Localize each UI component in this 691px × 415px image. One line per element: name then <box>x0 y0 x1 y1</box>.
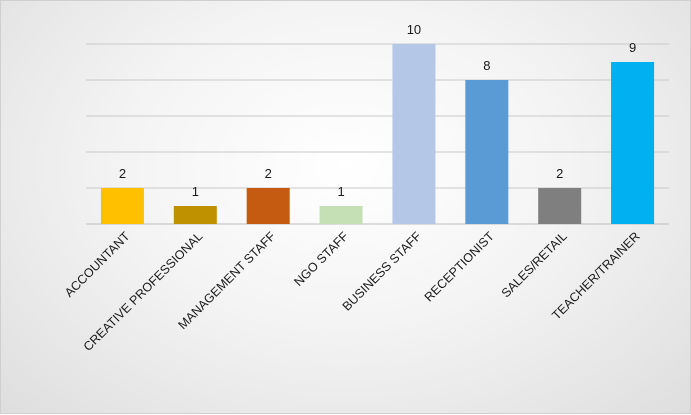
x-tick-label-sales-retail: SALES/RETAIL <box>499 229 570 300</box>
data-label-teacher-trainer: 9 <box>629 40 636 55</box>
x-tick-label-receptionist: RECEPTIONIST <box>422 229 497 304</box>
data-label-receptionist: 8 <box>483 58 490 73</box>
bar-sales-retail <box>538 188 582 224</box>
data-label-creative-professional: 1 <box>192 184 199 199</box>
x-tick-label-ngo-staff: NGO STAFF <box>291 229 351 289</box>
bar-business-staff <box>392 44 436 224</box>
bar-receptionist <box>465 80 509 224</box>
x-tick-label-accountant: ACCOUNTANT <box>62 229 133 300</box>
bar-ngo-staff <box>319 206 363 224</box>
data-label-accountant: 2 <box>119 166 126 181</box>
gridlines <box>86 43 669 225</box>
data-label-ngo-staff: 1 <box>337 184 344 199</box>
bar-accountant <box>100 188 144 224</box>
bars <box>100 44 655 224</box>
data-label-management-staff: 2 <box>265 166 272 181</box>
bar-teacher-trainer <box>611 62 655 224</box>
data-label-business-staff: 10 <box>407 22 421 37</box>
bar-management-staff <box>246 188 290 224</box>
data-label-sales-retail: 2 <box>556 166 563 181</box>
x-tick-label-business-staff: BUSINESS STAFF <box>340 229 425 314</box>
bar-creative-professional <box>173 206 217 224</box>
data-labels: 2 1 2 1 10 8 2 9 <box>119 22 636 199</box>
x-tick-label-creative-professional: CREATIVE PROFESSIONAL <box>81 229 206 354</box>
